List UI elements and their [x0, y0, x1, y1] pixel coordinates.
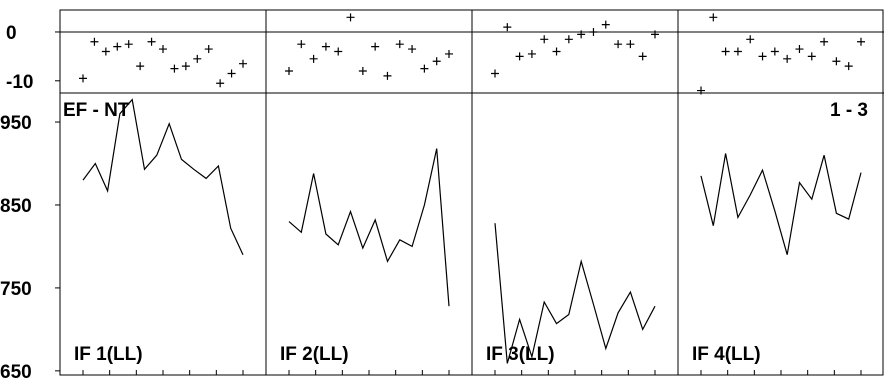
scatter-point	[113, 42, 122, 51]
scatter-point	[697, 86, 705, 95]
scatter-point	[420, 64, 429, 73]
scatter-point	[552, 47, 561, 56]
scatter-point	[216, 79, 225, 88]
panel-label: IF 3(LL)	[486, 344, 555, 365]
scatter-strip	[79, 13, 865, 95]
scatter-point	[709, 13, 718, 22]
scatter-point	[408, 45, 417, 54]
panel-label: IF 4(LL)	[692, 344, 761, 365]
scatter-point	[346, 13, 355, 22]
scatter-point	[136, 62, 145, 71]
bottom-ytick-label: 650	[0, 362, 32, 383]
scatter-point	[445, 49, 453, 58]
chart-title-right: 1 - 3	[830, 100, 868, 121]
scatter-point	[159, 45, 167, 54]
scatter-point	[721, 47, 730, 56]
scatter-point	[758, 52, 767, 61]
scatter-point	[527, 49, 536, 58]
bottom-ytick-label: 950	[0, 113, 32, 134]
scatter-point	[733, 47, 742, 56]
scatter-point	[564, 35, 573, 44]
scatter-point	[90, 37, 99, 46]
scatter-point	[181, 62, 190, 71]
scatter-point	[844, 62, 853, 71]
scatter-point	[193, 54, 202, 63]
scatter-point	[515, 52, 524, 61]
chart-frame	[59, 9, 884, 376]
scatter-point	[204, 45, 213, 54]
scatter-point	[101, 47, 110, 56]
scatter-point	[651, 30, 659, 39]
scatter-point	[807, 52, 816, 61]
scatter-point	[334, 47, 343, 56]
series-line	[288, 148, 450, 307]
scatter-point	[321, 42, 330, 51]
scatter-point	[820, 37, 829, 46]
chart-title-left: EF - NT	[63, 100, 130, 121]
scatter-point	[614, 40, 623, 49]
scatter-point	[503, 23, 512, 32]
scatter-point	[491, 69, 499, 78]
scatter-point	[832, 57, 841, 66]
scatter-point	[638, 52, 647, 61]
scatter-point	[589, 27, 598, 36]
scatter-point	[358, 67, 367, 76]
scatter-point	[170, 64, 179, 73]
scatter-point	[783, 54, 792, 63]
scatter-point	[857, 37, 865, 46]
scatter-point	[147, 37, 156, 46]
scatter-point	[395, 40, 404, 49]
scatter-point	[626, 40, 635, 49]
line-panels	[82, 98, 862, 364]
scatter-point	[79, 74, 87, 83]
scatter-point	[297, 40, 306, 49]
top-ytick-label: 0	[6, 23, 17, 44]
scatter-point	[795, 45, 804, 54]
series-line	[82, 98, 244, 255]
bottom-ytick-label: 750	[0, 279, 32, 300]
series-line	[494, 223, 656, 364]
scatter-point	[227, 69, 236, 78]
scatter-point	[432, 57, 441, 66]
scatter-point	[746, 35, 755, 44]
scatter-point	[383, 71, 392, 80]
chart-labels: EF - NT 1 - 3 IF 1(LL) IF 2(LL) IF 3(LL) IF…	[63, 100, 868, 365]
scatter-point	[371, 42, 380, 51]
scatter-point	[540, 35, 549, 44]
scatter-point	[577, 30, 586, 39]
panel-label: IF 1(LL)	[74, 344, 143, 365]
scatter-point	[770, 47, 779, 56]
scatter-point	[601, 20, 610, 29]
bottom-ytick-label: 850	[0, 196, 32, 217]
scatter-point	[309, 54, 318, 63]
scatter-point	[124, 40, 133, 49]
scatter-point	[285, 67, 293, 76]
y-axes: 0 -10 950 850 750 650	[0, 23, 60, 383]
series-line	[700, 153, 862, 255]
top-ytick-label: -10	[6, 72, 33, 93]
scatter-point	[239, 59, 247, 68]
panel-label: IF 2(LL)	[280, 344, 349, 365]
